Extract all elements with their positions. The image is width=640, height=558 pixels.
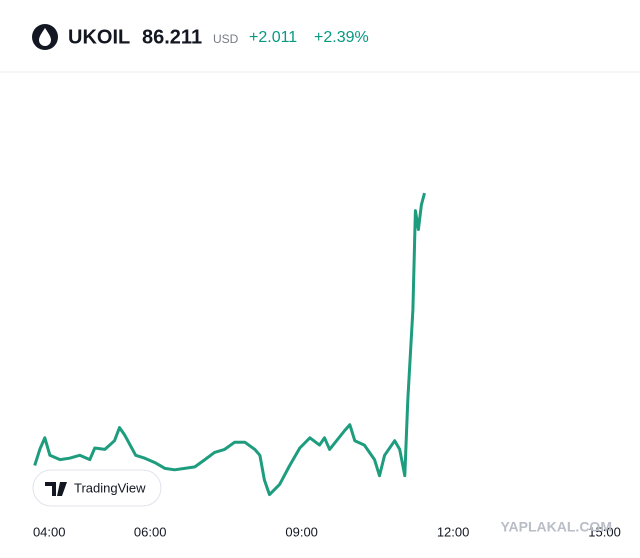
logo-drop	[39, 28, 51, 46]
plot: 04:00 06:00 09:00 12:00 15:00	[33, 192, 621, 539]
watermark: YAPLAKAL.COM	[501, 519, 613, 535]
badge[interactable]	[32, 469, 162, 507]
price-line	[33, 192, 426, 497]
badge-logo	[45, 482, 67, 496]
currency: USD	[213, 32, 239, 46]
change: +2.011	[249, 29, 297, 46]
badge-text: TradingView	[74, 480, 146, 495]
x-tick-label: 09:00	[285, 524, 318, 539]
x-tick-label: 04:00	[33, 524, 66, 539]
symbol: UKOIL	[68, 26, 130, 48]
x-tick-label: 15:00	[588, 524, 621, 539]
change-percent: +2.39%	[314, 29, 369, 46]
x-tick-label: 12:00	[437, 524, 470, 539]
x-tick-label: 06:00	[134, 524, 167, 539]
price: 86.211	[142, 26, 202, 48]
